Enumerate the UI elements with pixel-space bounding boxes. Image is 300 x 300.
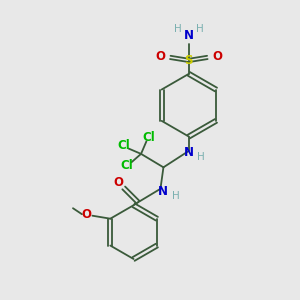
Text: S: S: [184, 54, 193, 67]
Text: N: N: [184, 29, 194, 42]
Text: O: O: [212, 50, 222, 63]
Text: H: H: [174, 24, 181, 34]
Text: Cl: Cl: [142, 131, 155, 144]
Text: Cl: Cl: [117, 139, 130, 152]
Text: H: H: [196, 24, 204, 34]
Text: O: O: [155, 50, 166, 63]
Text: N: N: [158, 185, 168, 198]
Text: H: H: [197, 152, 205, 163]
Text: O: O: [113, 176, 123, 189]
Text: N: N: [184, 146, 194, 159]
Text: O: O: [81, 208, 92, 221]
Text: H: H: [172, 191, 180, 201]
Text: Cl: Cl: [120, 159, 133, 172]
